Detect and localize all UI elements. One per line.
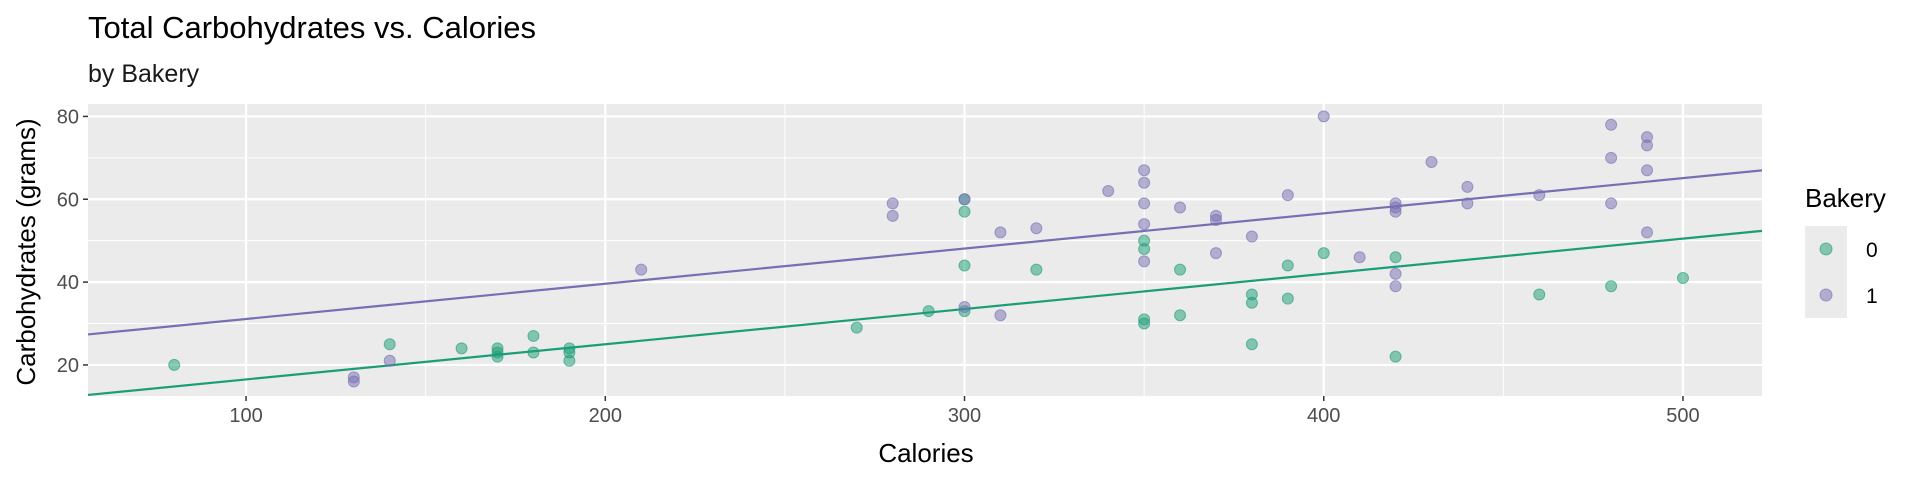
data-point	[958, 205, 971, 218]
data-point	[1605, 280, 1618, 293]
data-point	[1389, 197, 1402, 210]
y-tick-label: 20	[57, 355, 79, 377]
data-point	[1030, 263, 1043, 276]
data-points	[168, 110, 1689, 388]
legend-key-background	[1805, 226, 1847, 318]
data-point	[1281, 189, 1294, 202]
y-axis-ticks: 20 40 60 80	[57, 106, 88, 377]
data-point	[1317, 247, 1330, 260]
data-point	[527, 329, 540, 342]
data-point	[1138, 176, 1151, 189]
data-point	[1281, 292, 1294, 305]
data-point	[1389, 251, 1402, 264]
data-point	[1425, 155, 1438, 168]
data-point	[994, 226, 1007, 239]
legend-label: 0	[1866, 239, 1878, 262]
data-point	[1641, 226, 1654, 239]
trend-line	[87, 169, 1763, 336]
data-point	[383, 338, 396, 351]
data-point	[1138, 234, 1151, 247]
legend-key	[1819, 242, 1833, 256]
data-point	[1461, 197, 1474, 210]
data-point	[1605, 151, 1618, 164]
data-point	[1174, 263, 1187, 276]
chart-title: Total Carbohydrates vs. Calories	[88, 10, 536, 45]
data-point	[1245, 338, 1258, 351]
y-axis-title: Carbohydrates (grams)	[11, 118, 41, 385]
legend-key	[1819, 288, 1833, 302]
data-point	[850, 321, 863, 334]
data-point	[1209, 247, 1222, 260]
x-tick-label: 100	[229, 405, 262, 427]
data-point	[1209, 209, 1222, 222]
x-tick-label: 500	[1666, 405, 1699, 427]
panel-background	[88, 104, 1762, 396]
data-point	[886, 197, 899, 210]
x-tick-label: 200	[589, 405, 622, 427]
data-point	[1389, 350, 1402, 363]
x-tick-label: 300	[948, 405, 981, 427]
data-point	[1138, 313, 1151, 326]
data-point	[958, 300, 971, 313]
x-axis-title: Calories	[878, 438, 973, 468]
data-point	[1245, 230, 1258, 243]
data-point	[1461, 180, 1474, 193]
data-point	[563, 342, 576, 355]
data-point	[1030, 222, 1043, 235]
legend-label: 1	[1866, 285, 1878, 308]
data-point	[1138, 255, 1151, 268]
grid-lines	[88, 104, 1762, 396]
data-point	[455, 342, 468, 355]
data-point	[168, 358, 181, 371]
data-point	[1174, 201, 1187, 214]
data-point	[1641, 131, 1654, 144]
y-tick-label: 40	[57, 272, 79, 294]
data-point	[1138, 164, 1151, 177]
data-point	[1533, 288, 1546, 301]
data-point	[1605, 197, 1618, 210]
data-point	[1676, 271, 1689, 284]
y-tick-label: 60	[57, 189, 79, 211]
data-point	[383, 354, 396, 367]
legend-title: Bakery	[1805, 183, 1886, 213]
data-point	[347, 371, 360, 384]
data-point	[1389, 280, 1402, 293]
chart-subtitle: by Bakery	[88, 60, 200, 88]
data-point	[886, 209, 899, 222]
data-point	[1641, 164, 1654, 177]
data-point	[491, 342, 504, 355]
data-point	[1102, 184, 1115, 197]
data-point	[1138, 197, 1151, 210]
data-point	[1281, 259, 1294, 272]
data-point	[958, 193, 971, 206]
data-point	[1138, 218, 1151, 231]
data-point	[635, 263, 648, 276]
data-point	[958, 259, 971, 272]
data-point	[922, 305, 935, 318]
data-point	[1389, 267, 1402, 280]
plot-panel	[88, 104, 1762, 396]
data-point	[1533, 189, 1546, 202]
data-point	[1245, 288, 1258, 301]
data-point	[1605, 118, 1618, 131]
data-point	[1317, 110, 1330, 123]
data-point	[527, 346, 540, 359]
x-axis-ticks: 100 200 300 400 500	[229, 396, 1700, 427]
data-point	[994, 309, 1007, 322]
data-point	[1353, 251, 1366, 264]
legend: Bakery 0 1	[1805, 183, 1886, 318]
x-tick-label: 400	[1307, 405, 1340, 427]
data-point	[1174, 309, 1187, 322]
y-tick-label: 80	[57, 106, 79, 128]
